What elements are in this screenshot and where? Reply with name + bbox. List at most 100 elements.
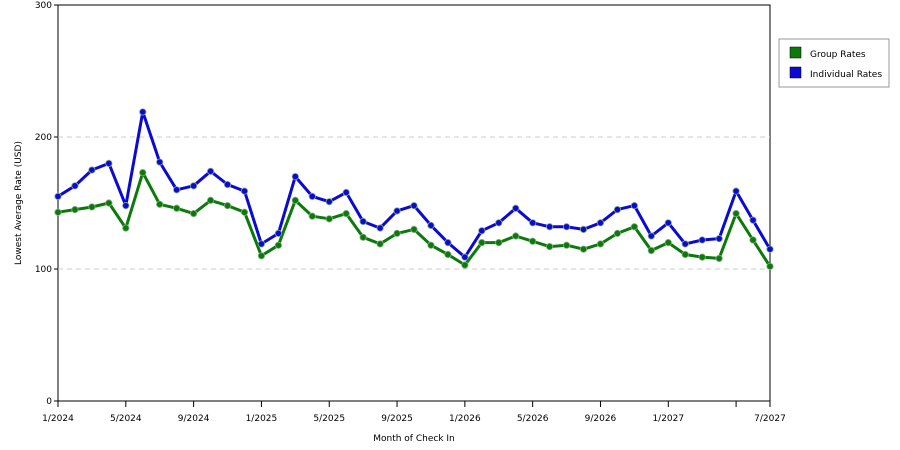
data-point (630, 223, 638, 231)
legend-label-individual-rates: Individual Rates (810, 70, 882, 80)
legend-swatch-group-rates (789, 46, 802, 59)
data-point (376, 224, 384, 232)
data-point (681, 250, 689, 259)
data-point (427, 241, 435, 249)
data-point (715, 254, 723, 263)
data-point (613, 229, 622, 237)
grid-lines (58, 136, 770, 270)
x-tick-label: 1/2024 (42, 414, 74, 424)
legend-swatch-individual-rates (789, 66, 802, 79)
series-group-rates (54, 169, 774, 270)
data-point (613, 206, 622, 214)
x-tick-label: 1/2025 (246, 414, 278, 424)
data-point (766, 245, 774, 253)
data-point (596, 219, 605, 227)
data-point (529, 219, 537, 227)
x-tick-label: 9/2024 (178, 414, 210, 424)
data-point (173, 186, 181, 194)
data-point (308, 192, 316, 200)
data-point (630, 202, 638, 210)
data-point (461, 253, 469, 261)
data-point (444, 250, 452, 259)
data-point (749, 236, 757, 244)
data-point (732, 187, 740, 195)
data-point (274, 229, 282, 237)
data-point (664, 239, 672, 247)
data-point (410, 225, 418, 233)
y-axis: 0 100 200 300 (35, 1, 58, 407)
data-point (562, 241, 571, 249)
data-point (495, 219, 503, 227)
data-point (579, 225, 588, 233)
data-point (393, 229, 401, 237)
y-tick-label: 0 (46, 397, 52, 407)
data-point (88, 203, 96, 211)
x-tick-label: 5/2026 (517, 414, 549, 424)
data-point (291, 196, 299, 204)
data-point (342, 188, 350, 197)
data-point (105, 159, 113, 167)
data-point (715, 235, 723, 243)
data-point (308, 212, 316, 220)
data-point (257, 252, 266, 260)
data-point (749, 216, 757, 224)
data-point (562, 223, 571, 231)
data-point (495, 239, 503, 247)
data-point (681, 240, 689, 248)
data-point (291, 173, 299, 181)
data-point (766, 262, 774, 270)
y-axis-title: Lowest Average Rate (USD) (14, 141, 24, 265)
x-tick-label: 1/2026 (449, 414, 481, 424)
y-tick-label: 200 (35, 133, 52, 143)
data-point (393, 207, 401, 215)
data-point (71, 182, 79, 190)
data-point (359, 217, 367, 226)
x-axis-title: Month of Check In (373, 434, 455, 444)
data-point (342, 209, 350, 218)
data-point (427, 221, 435, 230)
data-point (139, 108, 147, 116)
x-tick-label: 9/2025 (381, 414, 413, 424)
data-point (664, 219, 672, 227)
x-tick-label: 5/2024 (110, 414, 142, 424)
data-point (478, 239, 486, 247)
data-point (122, 202, 130, 210)
x-tick-label: 1/2027 (652, 414, 684, 424)
y-tick-label: 300 (35, 1, 52, 11)
data-point (223, 180, 232, 189)
data-point (529, 237, 537, 245)
data-point (206, 167, 215, 175)
data-point (190, 182, 198, 190)
data-point (698, 253, 706, 261)
x-tick-label: 5/2025 (313, 414, 345, 424)
data-point (223, 202, 232, 210)
data-point (410, 202, 418, 210)
data-point (156, 200, 164, 208)
legend: Group Rates Individual Rates (778, 38, 890, 88)
data-point (122, 224, 130, 232)
data-point (478, 227, 486, 235)
data-point (139, 169, 147, 177)
data-point (376, 240, 384, 248)
data-point (190, 209, 198, 218)
data-point (54, 192, 62, 200)
data-point (359, 233, 367, 241)
data-point (54, 208, 62, 216)
data-point (461, 261, 469, 269)
data-point (596, 240, 605, 248)
data-point (105, 199, 113, 207)
data-point (274, 241, 282, 249)
data-point (257, 240, 266, 248)
data-point (444, 239, 452, 247)
x-tick-label: 7/2027 (754, 414, 786, 424)
data-point (325, 215, 333, 223)
x-tick-label: 9/2026 (585, 414, 617, 424)
data-point (156, 158, 164, 166)
series-individual-rates (54, 108, 774, 261)
x-axis: 1/2024 5/2024 9/2024 1/2025 5/2025 9/2025 1/20… (42, 401, 786, 424)
data-point (512, 232, 520, 240)
y-tick-label: 100 (35, 265, 52, 275)
data-point (88, 166, 96, 174)
data-point (71, 206, 79, 214)
